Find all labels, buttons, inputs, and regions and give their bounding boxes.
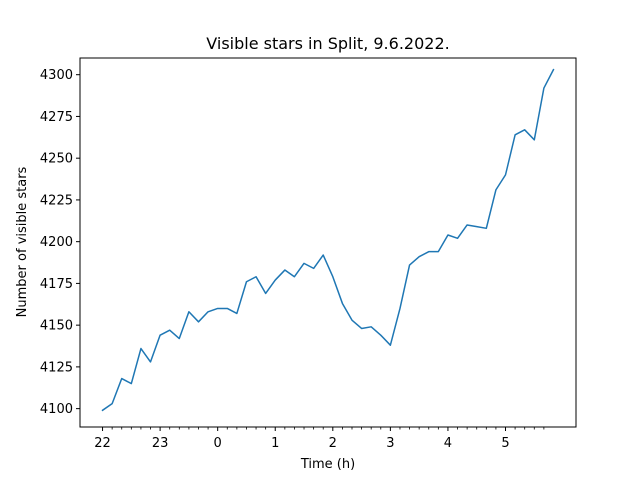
series-line — [101, 68, 555, 412]
x-axis-label: Time (h) — [300, 457, 355, 472]
data-point — [428, 251, 429, 252]
data-point — [188, 311, 189, 312]
data-point — [102, 410, 103, 411]
data-point — [131, 383, 132, 384]
x-tick-label: 0 — [214, 436, 222, 451]
data-point — [313, 268, 314, 269]
data-point — [486, 228, 487, 229]
data-point — [438, 251, 439, 252]
y-tick-label: 4125 — [40, 360, 73, 375]
data-point — [543, 87, 544, 88]
data-point — [140, 348, 141, 349]
data-point — [217, 308, 218, 309]
y-tick-label: 4200 — [40, 235, 73, 250]
data-point — [179, 338, 180, 339]
data-point — [399, 308, 400, 309]
data-point — [457, 238, 458, 239]
data-point — [515, 134, 516, 135]
data-point — [534, 139, 535, 140]
y-axis-label: Number of visible stars — [15, 166, 30, 317]
data-point — [198, 321, 199, 322]
data-point — [505, 174, 506, 175]
data-point — [390, 345, 391, 346]
data-point — [160, 335, 161, 336]
data-point — [284, 269, 285, 270]
data-point — [150, 361, 151, 362]
y-tick-label: 4250 — [40, 152, 73, 167]
data-point — [332, 276, 333, 277]
data-point — [361, 328, 362, 329]
data-point — [255, 276, 256, 277]
chart-title: Visible stars in Split, 9.6.2022. — [206, 34, 449, 53]
y-tick-label: 4175 — [40, 277, 73, 292]
x-tick-label: 23 — [152, 436, 169, 451]
x-tick-label: 4 — [444, 436, 452, 451]
x-tick-label: 2 — [329, 436, 337, 451]
y-tick-label: 4150 — [40, 319, 73, 334]
y-tick-label: 4225 — [40, 193, 73, 208]
data-point — [112, 403, 113, 404]
data-point — [447, 234, 448, 235]
data-point — [265, 293, 266, 294]
data-point — [467, 224, 468, 225]
data-point — [121, 378, 122, 379]
data-point — [419, 256, 420, 257]
x-tick-label: 1 — [271, 436, 279, 451]
data-point — [342, 303, 343, 304]
y-tick-label: 4300 — [40, 68, 73, 83]
data-point — [524, 129, 525, 130]
data-point — [246, 281, 247, 282]
data-point — [169, 330, 170, 331]
data-point — [553, 69, 554, 70]
data-point — [409, 264, 410, 265]
data-point — [275, 279, 276, 280]
data-point — [495, 189, 496, 190]
data-point — [323, 254, 324, 255]
x-tick-label: 3 — [386, 436, 394, 451]
x-tick-label: 22 — [94, 436, 111, 451]
data-point — [476, 226, 477, 227]
data-point — [371, 326, 372, 327]
data-point — [303, 263, 304, 264]
y-tick-label: 4275 — [40, 110, 73, 125]
axes-frame — [79, 57, 577, 428]
data-point — [380, 335, 381, 336]
x-tick-label: 5 — [501, 436, 509, 451]
data-point — [294, 276, 295, 277]
data-point — [351, 320, 352, 321]
data-point — [227, 308, 228, 309]
y-tick-label: 4100 — [40, 402, 73, 417]
data-point — [236, 313, 237, 314]
data-point — [207, 311, 208, 312]
